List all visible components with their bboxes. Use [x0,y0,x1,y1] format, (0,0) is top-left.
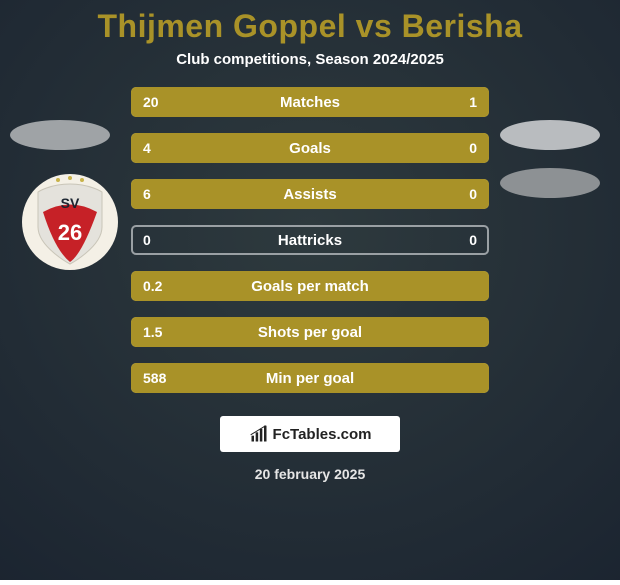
stat-value-right: 0 [469,186,477,202]
stat-value-left: 1.5 [143,324,162,340]
stat-row: 588 Min per goal [130,362,490,394]
stat-label: Assists [283,186,336,203]
svg-text:26: 26 [58,220,82,245]
stat-value-left: 0 [143,232,151,248]
stat-value-right: 0 [469,140,477,156]
stat-label: Min per goal [266,370,354,387]
stat-value-left: 20 [143,94,159,110]
stat-row: 6 Assists 0 [130,178,490,210]
bar-chart-icon [249,424,269,444]
club-badge: SV 26 [20,172,120,272]
fctables-logo: FcTables.com [220,416,400,452]
stat-row: 1.5 Shots per goal [130,316,490,348]
stats-table: 20 Matches 1 4 Goals 0 6 Assists 0 0 Hattricks 0 0.2… [130,86,490,394]
ellipse-left [10,120,110,150]
stat-row: 0.2 Goals per match [130,270,490,302]
stat-row: 0 Hattricks 0 [130,224,490,256]
stat-value-left: 4 [143,140,151,156]
ellipse-right-bottom [500,168,600,198]
page-title: Thijmen Goppel vs Berisha [97,8,522,45]
ellipse-right-top [500,120,600,150]
stat-label: Matches [280,94,340,111]
stat-row: 4 Goals 0 [130,132,490,164]
stat-row: 20 Matches 1 [130,86,490,118]
stat-label: Goals [289,140,331,157]
date-label: 20 february 2025 [255,466,366,482]
stat-value-right: 0 [469,232,477,248]
stat-label: Goals per match [251,278,369,295]
stat-value-left: 6 [143,186,151,202]
stat-label: Hattricks [278,232,342,249]
content: Thijmen Goppel vs Berisha Club competiti… [0,0,620,580]
stat-value-left: 0.2 [143,278,162,294]
stat-value-left: 588 [143,370,166,386]
stat-label: Shots per goal [258,324,362,341]
fctables-logo-text: FcTables.com [273,426,372,443]
subtitle: Club competitions, Season 2024/2025 [176,51,444,68]
stat-value-right: 1 [469,94,477,110]
svg-text:SV: SV [61,195,80,211]
